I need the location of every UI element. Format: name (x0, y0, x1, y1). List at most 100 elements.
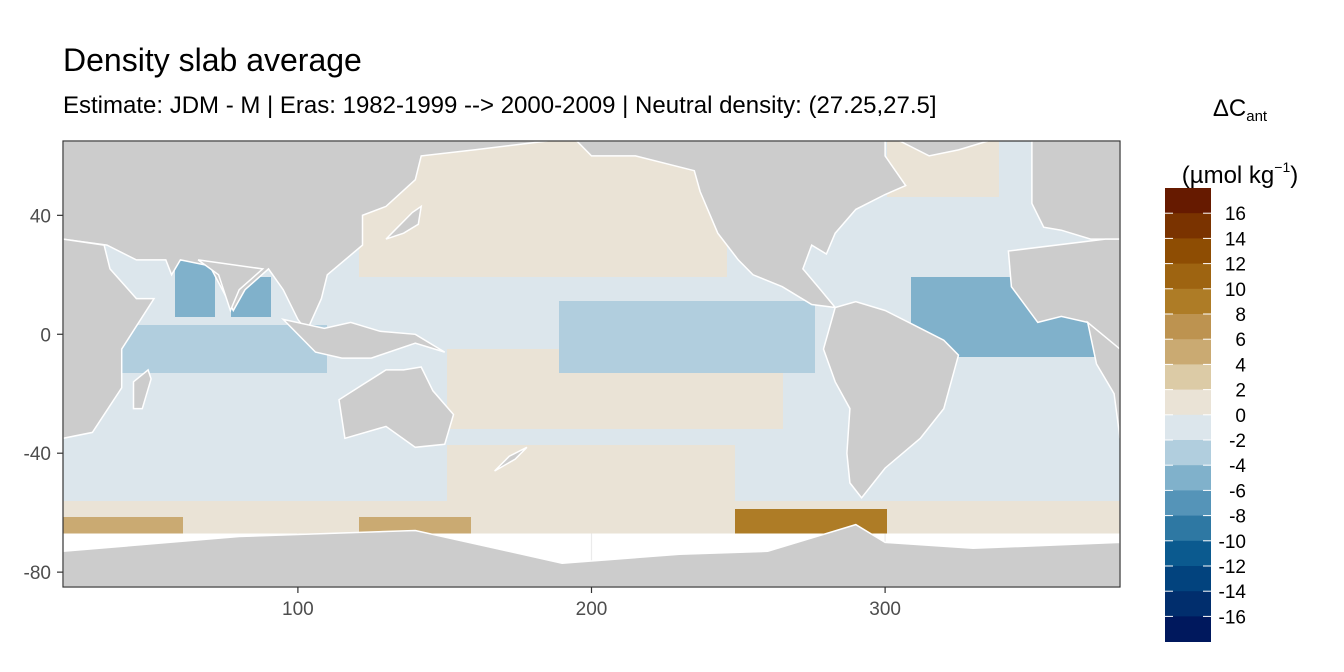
field-cell (255, 429, 264, 438)
field-cell (575, 237, 584, 246)
field-cell (439, 301, 448, 310)
field-cell (479, 189, 488, 198)
field-cell (727, 397, 736, 406)
field-cell (151, 285, 160, 294)
field-cell (239, 341, 248, 350)
field-cell (831, 261, 840, 270)
field-cell (543, 253, 552, 262)
field-cell (967, 269, 976, 278)
field-cell (455, 213, 464, 222)
field-cell (1007, 341, 1016, 350)
field-cell (527, 357, 536, 366)
field-cell (463, 157, 472, 166)
field-cell (535, 245, 544, 254)
field-cell (647, 253, 656, 262)
field-cell (687, 301, 696, 310)
field-cell (671, 221, 680, 230)
field-cell (847, 229, 856, 238)
field-cell (1071, 397, 1080, 406)
field-cell (431, 349, 440, 358)
field-cell (399, 325, 408, 334)
field-cell (631, 293, 640, 302)
field-cell (199, 309, 208, 318)
field-cell (919, 261, 928, 270)
field-cell (183, 429, 192, 438)
field-cell (487, 173, 496, 182)
field-cell (479, 309, 488, 318)
field-cell (879, 237, 888, 246)
field-cell (535, 213, 544, 222)
field-cell (759, 397, 768, 406)
field-cell (487, 365, 496, 374)
field-cell (207, 381, 216, 390)
field-cell (415, 165, 424, 174)
field-cell (1055, 389, 1064, 398)
field-cell (655, 197, 664, 206)
field-cell (911, 157, 920, 166)
field-cell (255, 381, 264, 390)
field-cell (815, 349, 824, 358)
field-cell (287, 429, 296, 438)
field-cell (639, 421, 648, 430)
field-cell (503, 413, 512, 422)
field-cell (1087, 357, 1096, 366)
field-cell (575, 293, 584, 302)
field-cell (887, 141, 896, 150)
field-cell (991, 357, 1000, 366)
field-cell (775, 405, 784, 414)
field-cell (543, 317, 552, 326)
field-cell (887, 149, 896, 158)
field-cell (943, 165, 952, 174)
field-cell (735, 325, 744, 334)
field-cell (615, 365, 624, 374)
field-cell (335, 381, 344, 390)
field-cell (239, 389, 248, 398)
field-cell (895, 149, 904, 158)
field-cell (623, 429, 632, 438)
field-cell (999, 197, 1008, 206)
field-cell (783, 293, 792, 302)
field-cell (447, 221, 456, 230)
field-cell (151, 405, 160, 414)
field-cell (767, 421, 776, 430)
field-cell (591, 189, 600, 198)
field-cell (903, 285, 912, 294)
field-cell (1087, 421, 1096, 430)
field-cell (175, 333, 184, 342)
field-cell (1007, 333, 1016, 342)
field-cell (487, 317, 496, 326)
field-cell (975, 173, 984, 182)
field-cell (807, 365, 816, 374)
field-cell (855, 245, 864, 254)
field-cell (551, 381, 560, 390)
field-cell (807, 341, 816, 350)
field-cell (455, 205, 464, 214)
field-cell (1023, 389, 1032, 398)
field-cell (903, 245, 912, 254)
field-cell (391, 277, 400, 286)
field-cell (959, 389, 968, 398)
field-cell (807, 261, 816, 270)
field-cell (383, 437, 392, 446)
field-cell (167, 413, 176, 422)
field-cell (983, 269, 992, 278)
field-cell (343, 437, 352, 446)
field-cell (727, 381, 736, 390)
field-cell (799, 349, 808, 358)
field-cell (247, 381, 256, 390)
field-cell (463, 421, 472, 430)
field-cell (311, 389, 320, 398)
field-cell (255, 365, 264, 374)
field-cell (271, 357, 280, 366)
field-cell (167, 389, 176, 398)
field-cell (727, 253, 736, 262)
field-cell (359, 309, 368, 318)
field-cell (583, 157, 592, 166)
field-cell (767, 429, 776, 438)
field-cell (599, 189, 608, 198)
field-cell (679, 253, 688, 262)
field-cell (175, 429, 184, 438)
field-cell (527, 285, 536, 294)
field-cell (407, 277, 416, 286)
field-cell (887, 157, 896, 166)
